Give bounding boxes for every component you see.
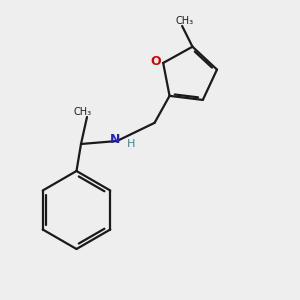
Text: O: O: [150, 55, 161, 68]
Text: N: N: [110, 133, 121, 146]
Text: H: H: [127, 139, 136, 149]
Text: CH₃: CH₃: [74, 106, 92, 117]
Text: CH₃: CH₃: [176, 16, 194, 26]
